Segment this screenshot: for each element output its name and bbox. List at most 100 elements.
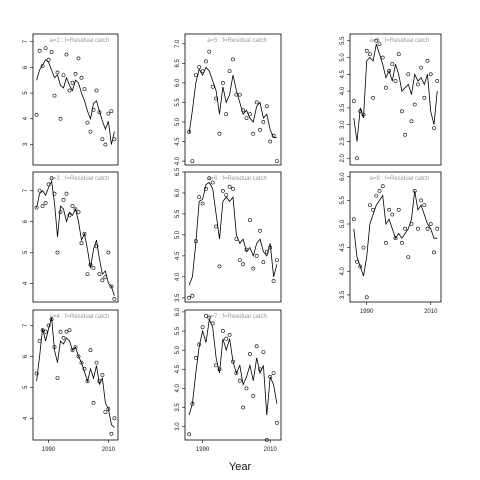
data-point — [58, 116, 63, 121]
data-point — [393, 236, 398, 241]
data-point — [109, 431, 114, 436]
y-tick-label: 4.0 — [175, 384, 181, 393]
data-point — [106, 250, 111, 255]
data-point — [399, 240, 404, 245]
data-point — [274, 420, 279, 425]
data-point — [37, 339, 42, 343]
fitted-line — [36, 317, 115, 428]
data-point — [187, 432, 192, 437]
data-point — [73, 71, 78, 76]
y-tick-label: 4.5 — [175, 364, 181, 373]
data-point — [355, 259, 359, 264]
data-point — [231, 359, 235, 364]
data-point — [244, 386, 249, 391]
data-point — [367, 203, 372, 208]
panel-annotation: a=5 : f=Residual catch — [207, 38, 267, 44]
y-tick-label: 5.0 — [175, 230, 181, 239]
data-point — [34, 205, 39, 210]
data-point — [200, 201, 205, 206]
data-point — [367, 52, 372, 57]
data-point — [244, 116, 249, 121]
data-point — [200, 69, 205, 74]
data-point — [204, 59, 208, 64]
panel-annotation: a=4 : f=Residual catch — [50, 314, 110, 320]
data-point — [193, 73, 198, 78]
data-point — [355, 156, 359, 161]
data-point — [64, 191, 69, 196]
y-tick-label: 4.5 — [175, 251, 181, 260]
y-tick-label: 3.0 — [175, 422, 181, 431]
data-point — [70, 80, 75, 85]
data-point — [383, 240, 388, 245]
data-point — [88, 348, 93, 353]
data-point — [264, 249, 269, 254]
data-point — [234, 237, 239, 242]
panel-7: a=4 : f=Residual catch 4 5 6 7 1990 2010 — [23, 309, 119, 453]
data-point — [432, 126, 436, 131]
data-point — [374, 38, 379, 43]
data-point — [435, 79, 440, 83]
data-point — [197, 65, 202, 70]
data-point — [387, 69, 392, 73]
y-tick-label: 7 — [23, 323, 29, 327]
data-point — [220, 81, 225, 85]
data-point — [58, 329, 63, 334]
x-tick-label: 1990 — [360, 309, 374, 315]
y-tick-label: 3.0 — [340, 120, 346, 129]
data-point — [419, 65, 424, 70]
data-point — [193, 355, 198, 360]
data-point — [97, 272, 102, 277]
data-point — [258, 127, 262, 132]
data-point — [432, 250, 436, 255]
data-point — [34, 113, 39, 117]
y-tick-label: 5 — [23, 385, 29, 389]
x-tick-label: 1990 — [42, 447, 56, 453]
data-point — [227, 332, 232, 337]
panel-frame — [184, 171, 282, 303]
data-point — [190, 401, 195, 406]
panel-frame — [349, 33, 442, 166]
data-point — [88, 129, 93, 134]
y-tick-label: 5 — [23, 91, 29, 95]
data-point — [49, 50, 54, 54]
data-point — [88, 262, 93, 267]
data-point — [387, 207, 392, 212]
panel-2: a=5 : f=Residual catch 4.0 4.5 5.0 5.5 6.0 6.5… — [175, 33, 282, 166]
data-point — [406, 72, 411, 77]
data-point — [244, 247, 249, 252]
data-point — [351, 99, 356, 104]
panel-1: a=2 : f=Residual catch 3 4 5 6 7 — [23, 33, 119, 166]
y-tick-label: 7.0 — [175, 39, 181, 48]
data-point — [364, 48, 369, 53]
data-point — [264, 438, 269, 442]
data-point — [361, 245, 366, 250]
data-point — [390, 212, 395, 217]
panel-frame — [32, 171, 119, 303]
y-tick-label: 7 — [23, 39, 29, 43]
panel-annotation: a=2 : f=Residual catch — [50, 38, 110, 44]
data-point — [247, 218, 252, 223]
data-point — [224, 112, 229, 117]
data-point — [264, 104, 269, 109]
data-point — [103, 275, 108, 280]
fitted-line — [188, 181, 278, 286]
data-point — [79, 360, 84, 365]
x-tick-label: 1990 — [196, 447, 210, 453]
y-tick-label: 6.5 — [175, 167, 181, 176]
x-tick-label: 2010 — [102, 447, 116, 453]
data-point — [261, 350, 266, 355]
data-point — [261, 120, 266, 124]
data-point — [390, 62, 395, 67]
data-point — [403, 132, 408, 137]
data-point — [112, 416, 117, 421]
data-point — [377, 42, 382, 47]
y-tick-label: 4.5 — [175, 137, 181, 146]
data-point — [412, 102, 417, 107]
data-point — [55, 250, 60, 255]
data-point — [187, 129, 192, 134]
data-point — [79, 75, 84, 80]
data-point — [100, 137, 105, 142]
data-point — [271, 279, 276, 283]
data-point — [380, 55, 385, 60]
data-point — [46, 182, 51, 187]
